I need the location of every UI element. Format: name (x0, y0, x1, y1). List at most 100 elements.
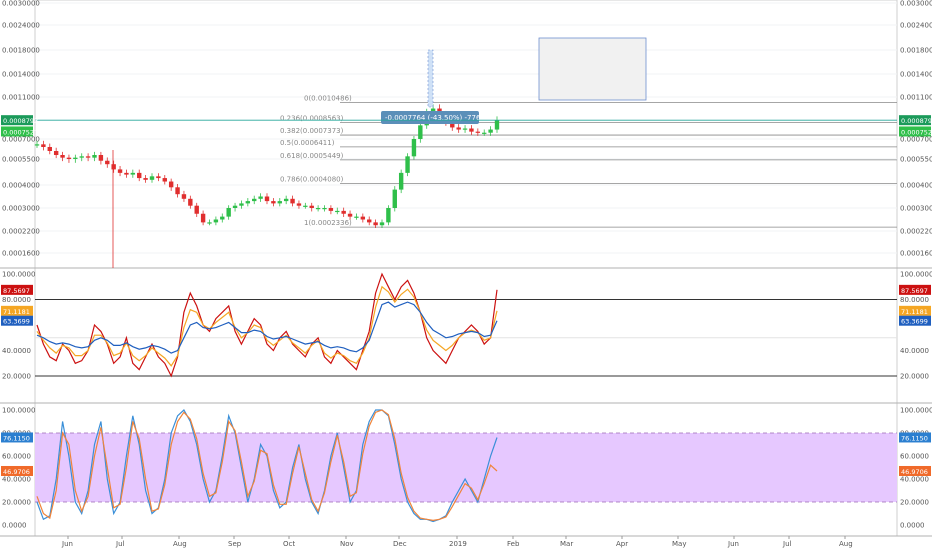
candle-body (335, 210, 340, 213)
candle-body (296, 203, 302, 206)
candle-body (200, 213, 206, 223)
price-axis-tick-left: 0.0024000 (2, 22, 40, 30)
rsi-axis-tick-left: 80.0000 (2, 296, 31, 304)
candle-body (207, 222, 212, 224)
stoch-value-badge-right: 76.1150 (901, 434, 928, 442)
time-axis-label: Mar (560, 540, 573, 548)
stoch-value-badge-left: 46.9706 (3, 468, 30, 476)
rsi-axis-tick-right: 80.0000 (900, 296, 929, 304)
measure-range-box (427, 49, 434, 108)
stoch-value-badge-left: 76.1150 (3, 434, 30, 442)
candle-body (322, 208, 327, 210)
candle-body (264, 196, 270, 202)
candle-body (367, 219, 372, 223)
rsi-axis-tick-right: 100.0000 (900, 271, 932, 279)
stoch-band-fill (35, 433, 897, 502)
candle-body (252, 198, 257, 202)
last-price-badge-left: 0.0008793 (3, 117, 38, 125)
measure-label: -0.0007764 (-43.50%) -7764 (385, 114, 485, 122)
secondary-price-badge-right-bg (899, 126, 931, 137)
stoch-value-badge-right-bg (899, 432, 931, 443)
stoch-axis-tick-right: 100.0000 (900, 407, 932, 415)
time-axis-label: Feb (507, 540, 520, 548)
stoch-axis-tick-right: 40.0000 (900, 476, 929, 484)
time-axis-label: Jul (782, 540, 792, 548)
candle-body (405, 156, 410, 173)
candle-body (469, 128, 474, 132)
candle-body (462, 128, 468, 130)
time-axis-label: Jul (115, 540, 125, 548)
price-axis-tick-right: 0.0002200 (900, 228, 932, 236)
candle-body (220, 216, 225, 220)
price-axis-tick-left: 0.0011000 (2, 94, 40, 102)
candle-body (386, 208, 391, 223)
candle-body (130, 172, 136, 175)
candle-body (392, 189, 397, 208)
rsi-axis-tick-right: 20.0000 (900, 373, 929, 381)
price-axis-tick-left: 0.0002200 (2, 228, 40, 236)
stoch-axis-tick-left: 0.0000 (2, 522, 27, 530)
stoch-axis-tick-left: 20.0000 (2, 499, 31, 507)
fib-level-label: 0.382(0.0007373) (280, 127, 344, 135)
rsi-axis-tick-left: 100.0000 (2, 271, 35, 279)
fib-level-label: 0.786(0.0004080) (280, 176, 344, 184)
fib-level-label: 0.618(0.0005449) (280, 152, 344, 160)
rsi-value-badge-left-bg (1, 305, 33, 316)
price-axis-tick-left: 0.0005500 (2, 156, 40, 164)
stoch-axis-tick-left: 60.0000 (2, 453, 31, 461)
rsi-series-line (36, 272, 498, 378)
rsi-value-badge-right-bg (899, 284, 931, 295)
candle-body (188, 198, 193, 206)
price-axis-tick-left: 0.0014000 (2, 71, 40, 79)
candle-body (283, 198, 289, 202)
stoch-axis-tick-left: 100.0000 (2, 407, 35, 415)
candle-body (232, 205, 238, 208)
stoch-axis-tick-right: 60.0000 (900, 453, 929, 461)
candle-body (47, 147, 52, 151)
candle-body (315, 208, 321, 210)
rsi-value-badge-left: 87.5697 (3, 287, 30, 295)
candle-body (213, 219, 219, 223)
drawn-rectangle (538, 37, 647, 101)
time-axis-label: Nov (340, 540, 354, 548)
candle-body (117, 169, 123, 173)
rsi-value-badge-left-bg (1, 284, 33, 295)
time-axis-label: Sep (228, 540, 242, 548)
rsi-series-line (36, 285, 498, 367)
candle-body (245, 201, 251, 204)
candle-body (149, 176, 155, 180)
candle-body (494, 120, 500, 130)
price-axis-tick-right: 0.0007000 (900, 136, 932, 144)
candle-body (41, 144, 46, 147)
time-axis-label: Jun (727, 540, 739, 548)
candle-body (98, 155, 104, 161)
candle-body (347, 213, 353, 217)
last-price-badge-left-bg (1, 115, 33, 126)
candle-body (271, 201, 276, 204)
secondary-price-badge-left-bg (1, 126, 33, 137)
time-axis-label: Dec (393, 540, 407, 548)
price-axis-tick-right: 0.0001600 (900, 250, 932, 258)
time-axis-label: 2019 (449, 540, 467, 548)
price-axis-tick-left: 0.0007000 (2, 136, 40, 144)
candle-body (194, 205, 199, 214)
candle-body (73, 157, 78, 159)
rsi-axis-tick-left: 20.0000 (2, 373, 31, 381)
time-axis-label: Apr (616, 540, 628, 548)
candle-body (354, 216, 359, 218)
candle-body (379, 222, 385, 226)
candle-body (66, 157, 72, 159)
candle-body (341, 210, 346, 214)
secondary-price-badge-right: 0.0007527 (901, 128, 932, 136)
price-axis-tick-right: 0.0003000 (900, 205, 932, 213)
stoch-axis-tick-right: 0.0000 (900, 522, 925, 530)
price-axis-tick-left: 0.0004000 (2, 182, 40, 190)
candle-body (168, 181, 174, 188)
rsi-axis-tick-right: 40.0000 (900, 347, 929, 355)
candle-body (290, 198, 295, 204)
price-axis-tick-left: 0.0018000 (2, 47, 40, 55)
candle-body (105, 160, 110, 165)
time-axis-label: May (672, 540, 686, 548)
price-axis-tick-left: 0.0003000 (2, 205, 40, 213)
